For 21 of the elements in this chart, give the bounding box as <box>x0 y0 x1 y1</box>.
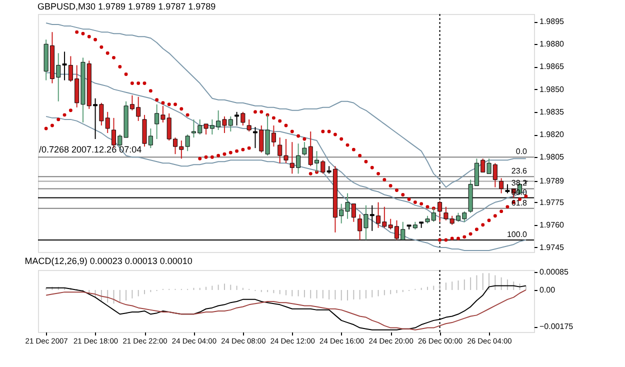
y-tick-label: 1.9835 <box>540 107 565 116</box>
y-tick-label: 1.9760 <box>540 220 565 230</box>
y-tick-label: −0.00175 <box>540 322 574 332</box>
y-tick-label: 1.9865 <box>540 62 565 72</box>
annotation: 61.8 <box>511 198 528 208</box>
y-tick-label: 0.00 <box>540 285 556 294</box>
y-tick-label: 1.9775 <box>540 198 565 207</box>
y-tick-label: 1.9880 <box>540 40 565 49</box>
y-tick-label: 1.9789 <box>540 176 565 186</box>
annotation: 100.0 <box>506 230 528 239</box>
annotation: 23.6 <box>511 166 528 176</box>
y-tick-label: 1.9805 <box>540 152 565 162</box>
y-tick-label: 1.9850 <box>540 84 565 94</box>
y-tick-label: 1.9895 <box>540 17 565 26</box>
chart-title: GBPUSD,M30 1.9789 1.9789 1.9787 1.9789 <box>38 2 216 12</box>
chart-title: MACD(12,26,9) 0.00023 0.00013 0.00010 <box>24 256 192 266</box>
y-tick-label: 0.00085 <box>540 268 569 277</box>
y-tick-label: 1.9820 <box>540 130 565 140</box>
annotation: /0.7268 2007.12.26 07:04 <box>39 144 142 155</box>
annotation: 0.0 <box>516 147 528 156</box>
y-tick-label: 1.9745 <box>540 242 565 252</box>
